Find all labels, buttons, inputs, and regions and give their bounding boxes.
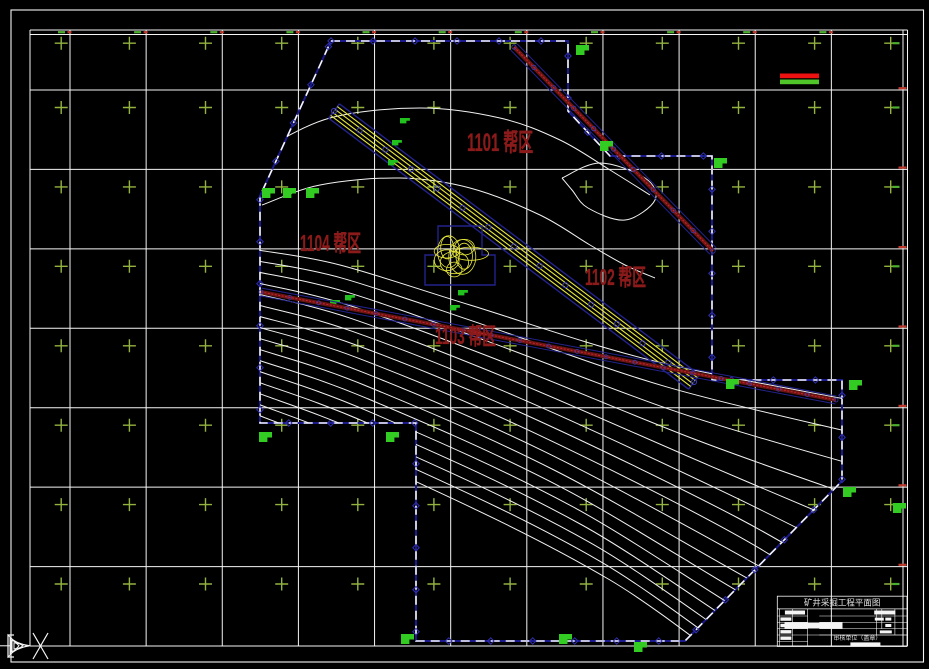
svg-text:1101 帮区: 1101 帮区: [467, 129, 533, 157]
svg-text:1104 帮区: 1104 帮区: [300, 230, 361, 256]
svg-text:1102 帮区: 1102 帮区: [585, 264, 646, 290]
svg-text:1103 帮区: 1103 帮区: [435, 323, 496, 349]
svg-text:矿井采掘工程平面图: 矿井采掘工程平面图: [804, 598, 881, 608]
svg-text:审核单位（盖章）: 审核单位（盖章）: [833, 634, 881, 642]
